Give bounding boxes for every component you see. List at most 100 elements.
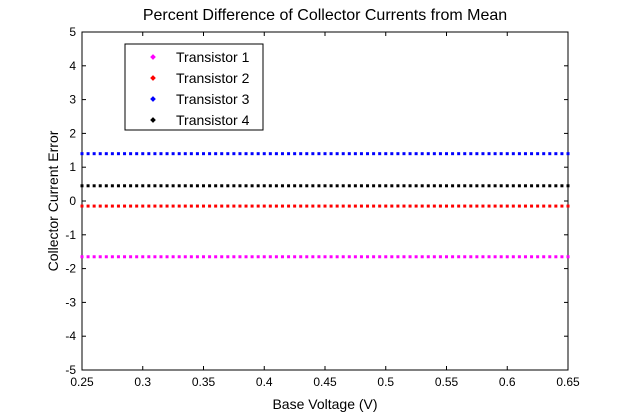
data-point — [80, 255, 84, 259]
legend-label: Transistor 2 — [176, 70, 250, 86]
chart-title: Percent Difference of Collector Currents… — [143, 7, 507, 24]
data-point — [189, 184, 193, 188]
data-point — [92, 255, 96, 259]
data-point — [183, 204, 187, 208]
data-point — [329, 255, 333, 259]
data-point — [487, 152, 491, 156]
legend-box — [124, 43, 264, 131]
data-point — [92, 152, 96, 156]
data-point — [98, 255, 102, 259]
data-point — [420, 255, 424, 259]
data-point — [214, 152, 218, 156]
data-point — [517, 255, 521, 259]
data-point — [359, 152, 363, 156]
data-point — [414, 204, 418, 208]
data-point — [226, 184, 230, 188]
data-point — [505, 184, 509, 188]
legend-marker — [150, 75, 156, 81]
data-point — [238, 152, 242, 156]
data-point — [153, 255, 157, 259]
data-point — [347, 204, 351, 208]
data-point — [499, 204, 503, 208]
data-point — [123, 152, 127, 156]
data-point — [165, 152, 169, 156]
data-point — [420, 152, 424, 156]
data-point — [378, 204, 382, 208]
data-point — [335, 152, 339, 156]
data-point — [202, 255, 205, 259]
x-tick-label: 0.25 — [70, 375, 94, 389]
x-axis-label: Base Voltage (V) — [272, 396, 377, 412]
data-point — [378, 184, 382, 188]
data-point — [463, 255, 467, 259]
data-point — [469, 255, 473, 259]
data-point — [451, 204, 455, 208]
data-point — [189, 152, 193, 156]
data-point — [536, 204, 540, 208]
data-point — [390, 204, 394, 208]
data-point — [366, 204, 370, 208]
data-point — [123, 204, 127, 208]
data-point — [487, 255, 491, 259]
data-point — [232, 184, 236, 188]
data-point — [189, 255, 193, 259]
data-point — [457, 204, 461, 208]
data-point — [566, 184, 570, 188]
data-point — [141, 204, 145, 208]
data-point — [469, 184, 473, 188]
data-point — [165, 255, 169, 259]
data-point — [104, 204, 108, 208]
y-tick-label: 0 — [69, 194, 76, 208]
data-point — [499, 184, 503, 188]
data-point — [347, 152, 351, 156]
data-point — [256, 184, 260, 188]
data-point — [481, 152, 485, 156]
data-point — [147, 204, 151, 208]
data-point — [280, 152, 284, 156]
data-point — [445, 184, 448, 188]
x-tick-label: 0.65 — [556, 375, 580, 389]
data-point — [420, 184, 424, 188]
data-point — [262, 184, 266, 188]
legend-label: Transistor 1 — [176, 49, 250, 65]
data-point — [396, 255, 400, 259]
data-point — [177, 184, 181, 188]
data-point — [347, 184, 351, 188]
data-point — [548, 184, 552, 188]
data-point — [238, 204, 242, 208]
data-point — [262, 255, 266, 259]
data-point — [378, 152, 382, 156]
data-point — [451, 152, 455, 156]
data-point — [202, 204, 205, 208]
data-point — [463, 184, 467, 188]
data-point — [244, 152, 248, 156]
data-point — [432, 152, 436, 156]
y-tick-label: -5 — [65, 363, 76, 377]
data-point — [183, 255, 187, 259]
data-point — [426, 255, 430, 259]
data-point — [226, 255, 230, 259]
data-point — [432, 204, 436, 208]
data-point — [311, 184, 315, 188]
y-tick-label: -3 — [65, 295, 76, 309]
data-point — [208, 184, 212, 188]
data-point — [505, 152, 509, 156]
data-point — [317, 255, 321, 259]
data-point — [323, 184, 327, 188]
data-point — [475, 152, 479, 156]
data-point — [378, 255, 382, 259]
data-point — [542, 152, 546, 156]
data-point — [159, 184, 163, 188]
legend: Transistor 1 Transistor 2 Transistor 3 Tran… — [124, 43, 264, 131]
data-point — [542, 255, 546, 259]
data-point — [445, 152, 448, 156]
data-point — [323, 152, 327, 156]
data-point — [414, 184, 418, 188]
data-point — [104, 152, 108, 156]
data-point — [311, 255, 315, 259]
data-point — [366, 184, 370, 188]
data-point — [299, 255, 303, 259]
data-point — [183, 184, 187, 188]
data-point — [390, 152, 394, 156]
